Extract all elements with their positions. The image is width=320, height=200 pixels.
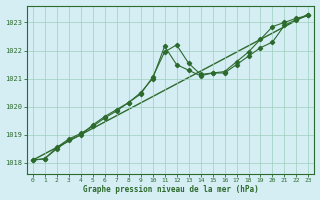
X-axis label: Graphe pression niveau de la mer (hPa): Graphe pression niveau de la mer (hPa): [83, 185, 259, 194]
